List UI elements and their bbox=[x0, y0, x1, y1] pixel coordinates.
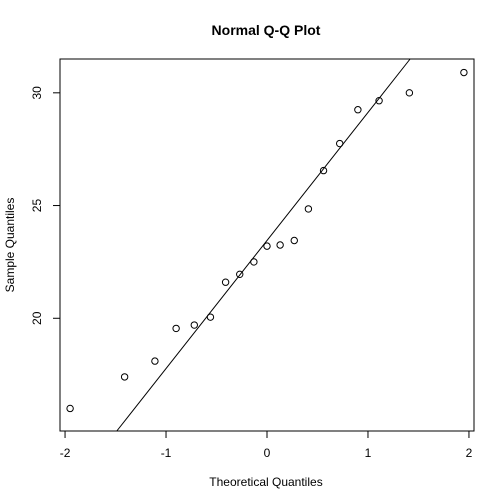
chart-title: Normal Q-Q Plot bbox=[212, 22, 321, 38]
data-point bbox=[172, 324, 180, 333]
x-tick-label: -1 bbox=[161, 446, 172, 460]
x-axis-label: Theoretical Quantiles bbox=[209, 475, 322, 489]
data-point bbox=[336, 139, 344, 148]
data-point bbox=[460, 68, 468, 77]
reference-line bbox=[116, 58, 411, 432]
x-tick-label: -2 bbox=[60, 446, 71, 460]
data-point bbox=[206, 313, 215, 321]
y-axis: 20 25 30 bbox=[30, 86, 61, 325]
data-point bbox=[120, 373, 129, 381]
data-point bbox=[276, 241, 284, 249]
data-point bbox=[375, 97, 383, 105]
data-point bbox=[290, 236, 298, 245]
x-tick-label: 0 bbox=[264, 446, 271, 460]
x-tick-label: 2 bbox=[466, 446, 473, 460]
data-point bbox=[221, 278, 230, 286]
data-point bbox=[319, 166, 328, 175]
data-point bbox=[66, 404, 74, 413]
data-point bbox=[151, 357, 159, 365]
data-point bbox=[250, 258, 258, 266]
data-point bbox=[263, 242, 271, 250]
y-tick-label: 20 bbox=[30, 311, 44, 325]
y-tick-label: 25 bbox=[30, 199, 44, 213]
data-point bbox=[354, 106, 362, 114]
y-tick-label: 30 bbox=[30, 86, 44, 100]
data-point bbox=[190, 321, 198, 329]
x-tick-label: 1 bbox=[365, 446, 372, 460]
data-point bbox=[236, 270, 244, 279]
data-points bbox=[66, 68, 468, 413]
y-axis-label: Sample Quantiles bbox=[3, 198, 17, 293]
x-axis: -2 -1 0 1 2 bbox=[60, 430, 473, 460]
reference-line-group bbox=[116, 58, 411, 432]
data-point bbox=[405, 89, 414, 97]
data-point bbox=[304, 205, 313, 213]
